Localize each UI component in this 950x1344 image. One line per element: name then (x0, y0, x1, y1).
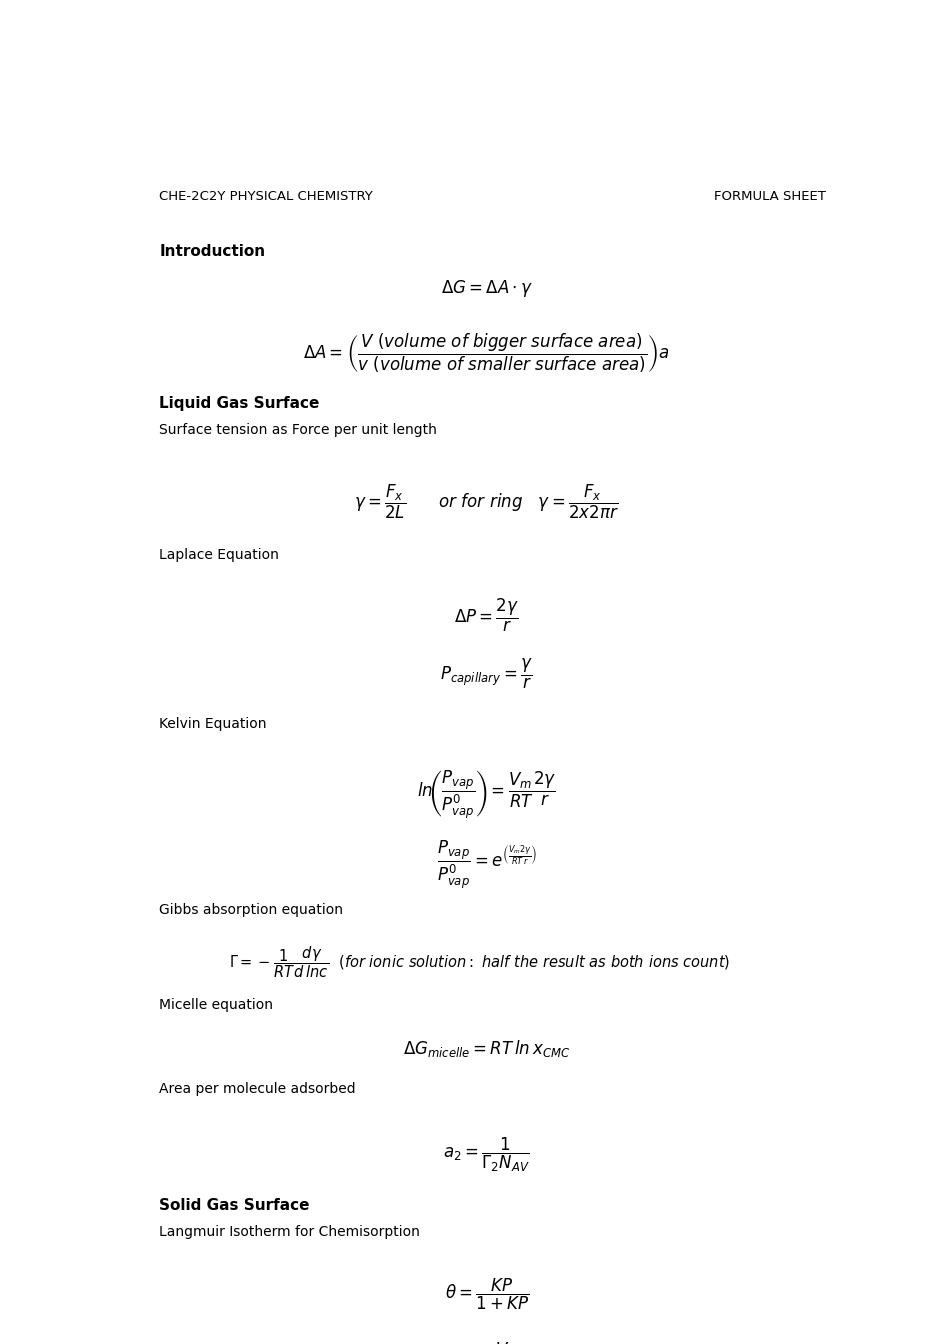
Text: Laplace Equation: Laplace Equation (160, 548, 279, 562)
Text: Solid Gas Surface: Solid Gas Surface (160, 1199, 310, 1214)
Text: FORMULA SHEET: FORMULA SHEET (713, 191, 826, 203)
Text: Micelle equation: Micelle equation (160, 999, 274, 1012)
Text: $\Delta P = \dfrac{2\gamma}{r}$: $\Delta P = \dfrac{2\gamma}{r}$ (454, 597, 520, 634)
Text: Kelvin Equation: Kelvin Equation (160, 716, 267, 731)
Text: Gibbs absorption equation: Gibbs absorption equation (160, 903, 343, 918)
Text: $\Delta G_{micelle} = RT\,ln\,x_{CMC}$: $\Delta G_{micelle} = RT\,ln\,x_{CMC}$ (403, 1038, 571, 1059)
Text: Area per molecule adsorbed: Area per molecule adsorbed (160, 1082, 356, 1097)
Text: CHE-2C2Y PHYSICAL CHEMISTRY: CHE-2C2Y PHYSICAL CHEMISTRY (160, 191, 373, 203)
Text: $a_2 = \dfrac{1}{\Gamma_2 N_{AV}}$: $a_2 = \dfrac{1}{\Gamma_2 N_{AV}}$ (444, 1136, 530, 1175)
Text: $ln\!\left(\dfrac{P_{vap}}{P^0_{vap}}\right) = \dfrac{V_m}{RT}\dfrac{2\gamma}{r}: $ln\!\left(\dfrac{P_{vap}}{P^0_{vap}}\ri… (417, 769, 557, 821)
Text: Surface tension as Force per unit length: Surface tension as Force per unit length (160, 423, 437, 437)
Text: $\dfrac{P_{vap}}{P^0_{vap}} = e^{\left(\frac{V_m 2\gamma}{RT\,r}\right)}$: $\dfrac{P_{vap}}{P^0_{vap}} = e^{\left(\… (437, 839, 537, 891)
Text: $\Gamma = -\dfrac{1}{RT}\dfrac{d\gamma}{d\,lnc}\ \ \mathit{(for\ ionic\ solution: $\Gamma = -\dfrac{1}{RT}\dfrac{d\gamma}{… (229, 945, 731, 980)
Text: $\gamma = \dfrac{F_x}{2L} \qquad \mathit{or\ for\ ring} \quad \gamma = \dfrac{F_: $\gamma = \dfrac{F_x}{2L} \qquad \mathit… (354, 482, 619, 521)
Text: Introduction: Introduction (160, 245, 265, 259)
Text: Langmuir Isotherm for Chemisorption: Langmuir Isotherm for Chemisorption (160, 1226, 420, 1239)
Text: $\Delta G = \Delta A \cdot \gamma$: $\Delta G = \Delta A \cdot \gamma$ (441, 278, 533, 300)
Text: $\Delta A = \left(\dfrac{\mathit{V\ (volume\ of\ bigger\ surface\ area)}}{\mathi: $\Delta A = \left(\dfrac{\mathit{V\ (vol… (303, 332, 671, 375)
Text: $\theta = \dfrac{KP}{1 + KP}$: $\theta = \dfrac{KP}{1 + KP}$ (445, 1277, 529, 1312)
Text: $P_{capillary} = \dfrac{\gamma}{r}$: $P_{capillary} = \dfrac{\gamma}{r}$ (441, 657, 533, 691)
Text: $\theta = \dfrac{V}{V_{mon}}$: $\theta = \dfrac{V}{V_{mon}}$ (452, 1341, 522, 1344)
Text: Liquid Gas Surface: Liquid Gas Surface (160, 396, 319, 411)
